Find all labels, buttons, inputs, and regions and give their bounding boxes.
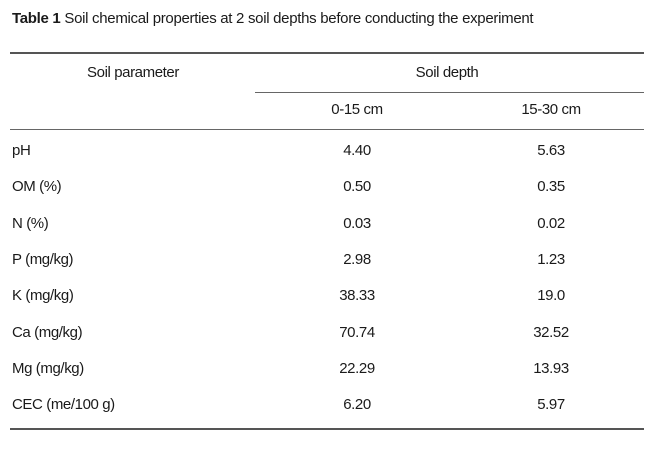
row-parameter: OM (%) xyxy=(12,178,62,195)
table-title: Soil chemical properties at 2 soil depth… xyxy=(64,10,534,27)
row-value-0-15: 4.40 xyxy=(343,142,371,159)
table-top-rule xyxy=(10,52,644,54)
table-row: Ca (mg/kg) 70.74 32.52 xyxy=(0,324,650,360)
table-row: K (mg/kg) 38.33 19.0 xyxy=(0,287,650,323)
row-value-15-30: 0.35 xyxy=(537,178,565,195)
row-value-15-30: 19.0 xyxy=(537,287,565,304)
table-bottom-rule xyxy=(10,428,644,430)
row-value-0-15: 6.20 xyxy=(343,396,371,413)
row-value-0-15: 0.50 xyxy=(343,178,371,195)
row-value-15-30: 13.93 xyxy=(533,360,569,377)
row-parameter: Ca (mg/kg) xyxy=(12,324,83,341)
row-parameter: K (mg/kg) xyxy=(12,287,74,304)
row-value-15-30: 32.52 xyxy=(533,324,569,341)
table-row: N (%) 0.03 0.02 xyxy=(0,215,650,251)
header-depth-15-30: 15-30 cm xyxy=(521,101,581,118)
table-label: Table 1 xyxy=(12,10,61,27)
table-row: Mg (mg/kg) 22.29 13.93 xyxy=(0,360,650,396)
row-parameter: pH xyxy=(12,142,31,159)
header-bottom-rule xyxy=(10,129,644,130)
row-parameter: Mg (mg/kg) xyxy=(12,360,84,377)
row-parameter: CEC (me/100 g) xyxy=(12,396,115,413)
table-caption: Table 1 Soil chemical properties at 2 so… xyxy=(12,10,534,27)
row-value-15-30: 5.97 xyxy=(537,396,565,413)
row-parameter: N (%) xyxy=(12,215,49,232)
table-row: CEC (me/100 g) 6.20 5.97 xyxy=(0,396,650,432)
table-row: OM (%) 0.50 0.35 xyxy=(0,178,650,214)
row-value-15-30: 5.63 xyxy=(537,142,565,159)
row-value-15-30: 1.23 xyxy=(537,251,565,268)
table-row: P (mg/kg) 2.98 1.23 xyxy=(0,251,650,287)
row-value-0-15: 70.74 xyxy=(339,324,375,341)
row-value-15-30: 0.02 xyxy=(537,215,565,232)
header-soil-parameter: Soil parameter xyxy=(87,64,179,81)
row-value-0-15: 2.98 xyxy=(343,251,371,268)
row-value-0-15: 38.33 xyxy=(339,287,375,304)
header-depth-0-15: 0-15 cm xyxy=(331,101,383,118)
header-soil-depth: Soil depth xyxy=(415,64,479,81)
row-value-0-15: 0.03 xyxy=(343,215,371,232)
depth-group-rule xyxy=(255,92,644,93)
row-parameter: P (mg/kg) xyxy=(12,251,74,268)
table-row: pH 4.40 5.63 xyxy=(0,142,650,178)
row-value-0-15: 22.29 xyxy=(339,360,375,377)
